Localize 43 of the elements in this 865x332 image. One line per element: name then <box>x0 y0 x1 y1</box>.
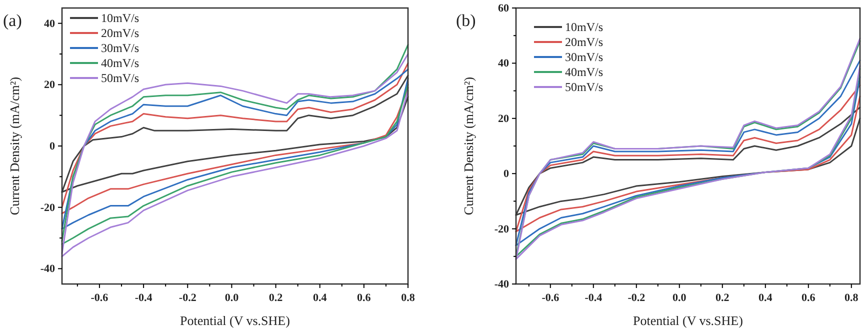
x-axis-title: Potential (V vs.SHE) <box>633 313 743 328</box>
text: (a) <box>3 11 22 30</box>
x-tick-label: 0.0 <box>224 292 240 304</box>
y-tick-label: 60 <box>498 2 510 15</box>
legend-label: 10mV/s <box>101 11 140 25</box>
x-tick-label: 0.8 <box>844 292 859 304</box>
x-tick-label: 0.6 <box>357 292 372 304</box>
y-tick-label: -40 <box>494 278 510 291</box>
x-tick-label: -0.2 <box>178 292 197 304</box>
legend-label: 20mV/s <box>101 26 140 40</box>
x-tick-label: -0.4 <box>584 292 603 304</box>
x-tick-label: 0.2 <box>716 292 730 304</box>
x-tick-label: 0.8 <box>401 292 416 304</box>
x-tick-label: 0.6 <box>802 292 816 304</box>
x-tick-label: -0.4 <box>134 292 153 304</box>
text: (b) <box>456 11 476 30</box>
x-tick-label: 0.4 <box>758 292 773 304</box>
legend-label: 40mV/s <box>565 65 604 79</box>
x-tick-label: -0.6 <box>542 292 560 304</box>
y-axis-title: Current Density (mA/cm²) <box>461 76 476 216</box>
x-axis-title: Potential (V vs.SHE) <box>180 313 290 328</box>
legend-label: 50mV/s <box>565 80 604 94</box>
legend-label: 10mV/s <box>565 20 604 34</box>
y-tick-label: -40 <box>40 263 56 276</box>
y-axis-title: Current Density (mA/cm²) <box>7 76 22 216</box>
x-tick-label: -0.2 <box>628 292 646 304</box>
x-tick-label: -0.6 <box>90 292 109 304</box>
y-tick-label: 0 <box>50 140 56 153</box>
y-tick-label: 20 <box>498 112 510 125</box>
x-tick-label: 0.2 <box>268 292 284 304</box>
legend-label: 50mV/s <box>101 71 140 85</box>
x-tick-label: 0.4 <box>312 292 328 304</box>
legend-label: 30mV/s <box>565 50 604 64</box>
legend-label: 20mV/s <box>565 35 604 49</box>
y-tick-label: -20 <box>40 202 56 214</box>
y-tick-label: 0 <box>504 168 510 180</box>
x-tick-label: 0.0 <box>672 292 687 304</box>
y-tick-label: -20 <box>494 223 510 236</box>
y-tick-label: 40 <box>44 18 56 30</box>
y-tick-label: 40 <box>498 58 510 70</box>
y-tick-label: 20 <box>44 79 56 92</box>
legend-label: 30mV/s <box>101 41 140 55</box>
legend-label: 40mV/s <box>101 56 140 70</box>
